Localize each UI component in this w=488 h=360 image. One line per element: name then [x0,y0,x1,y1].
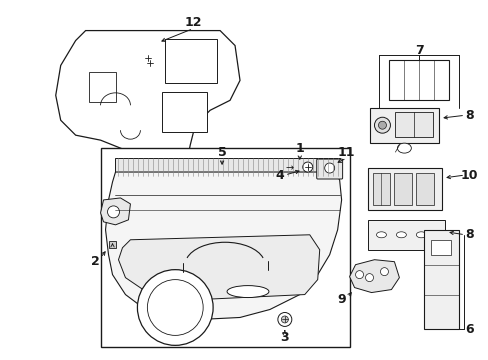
Text: 5: 5 [217,145,226,159]
Polygon shape [105,172,341,319]
Bar [369,108,438,143]
Circle shape [378,121,386,129]
Text: 12: 12 [184,16,202,29]
Bar [367,220,444,250]
Bar [415,173,433,205]
Text: 8: 8 [464,109,472,122]
Text: 4: 4 [275,168,284,181]
Text: 8: 8 [464,228,472,241]
Text: →: → [285,163,293,173]
Polygon shape [101,198,130,225]
Bar [165,39,217,84]
Circle shape [147,280,203,336]
Bar [424,230,458,329]
Text: 11: 11 [337,145,355,159]
Ellipse shape [376,232,386,238]
Ellipse shape [415,232,426,238]
Text: 7: 7 [414,44,423,57]
Bar [88,72,116,102]
Text: 1: 1 [295,141,304,155]
Text: 6: 6 [464,323,472,336]
Circle shape [365,274,373,282]
Bar [430,240,450,255]
Bar [372,173,389,205]
Bar [101,148,349,347]
Circle shape [281,316,288,323]
Circle shape [137,270,213,345]
Circle shape [374,117,389,133]
Circle shape [107,206,119,218]
Ellipse shape [397,143,410,153]
Ellipse shape [226,285,268,298]
Bar [388,60,448,100]
Polygon shape [349,260,399,293]
Text: 3: 3 [280,331,288,344]
Bar [367,168,441,210]
Polygon shape [118,235,319,300]
Text: 9: 9 [337,293,345,306]
FancyBboxPatch shape [316,159,342,179]
Bar [395,112,432,137]
Circle shape [302,162,312,172]
Circle shape [277,312,291,327]
Text: 10: 10 [459,168,477,181]
Circle shape [324,163,334,173]
Bar [162,92,207,132]
Circle shape [380,268,387,276]
Polygon shape [56,31,240,170]
Bar [115,158,339,176]
Ellipse shape [396,232,406,238]
Text: 2: 2 [91,255,100,268]
Bar [394,173,411,205]
Circle shape [355,271,363,279]
